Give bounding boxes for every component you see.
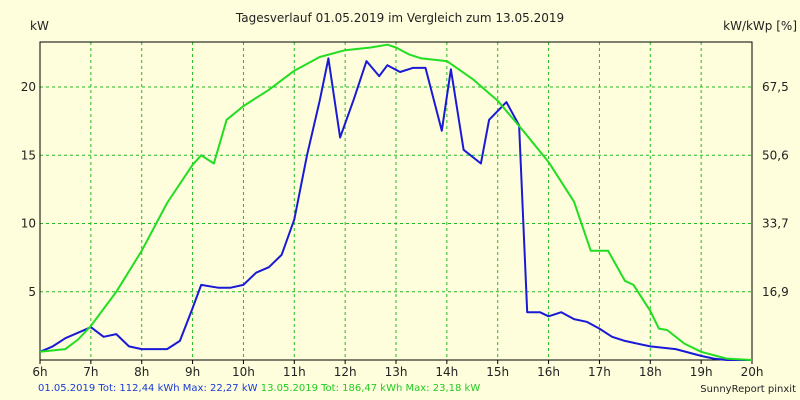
x-tick-label: 12h <box>334 365 357 379</box>
x-tick-label: 19h <box>690 365 713 379</box>
series-line-2 <box>39 43 753 361</box>
x-tick-label: 6h <box>32 365 47 379</box>
x-tick-label: 8h <box>134 365 149 379</box>
y-tick-label-left: 5 <box>28 285 36 299</box>
y-tick-label-left: 15 <box>21 148 36 162</box>
footer-summary: 01.05.2019 Tot: 112,44 kWh Max: 22,27 kW… <box>38 383 480 394</box>
y-tick-label-right: 50,6 <box>762 148 789 162</box>
series-lines <box>39 43 753 361</box>
x-tick-label: 13h <box>385 365 408 379</box>
series-line-1 <box>39 57 752 361</box>
series1-summary: 01.05.2019 Tot: 112,44 kWh Max: 22,27 kW <box>38 383 258 394</box>
credit-text: SunnyReport pinxit <box>700 384 796 395</box>
y-tick-label-right: 33,7 <box>762 217 789 231</box>
grid <box>40 42 752 360</box>
chart-title: Tagesverlauf 01.05.2019 im Vergleich zum… <box>235 11 564 25</box>
x-tick-label: 16h <box>537 365 560 379</box>
series2-summary: 13.05.2019 Tot: 186,47 kWh Max: 23,18 kW <box>260 383 481 394</box>
y-axis-left-label: kW <box>30 19 49 33</box>
x-tick-label: 18h <box>639 365 662 379</box>
x-tick-label: 17h <box>588 365 611 379</box>
y-tick-label-left: 10 <box>21 217 36 231</box>
x-tick-label: 11h <box>283 365 306 379</box>
x-tick-label: 14h <box>435 365 458 379</box>
x-tick-label: 15h <box>486 365 509 379</box>
x-tick-label: 10h <box>232 365 255 379</box>
y-tick-label-right: 67,5 <box>762 80 789 94</box>
x-tick-label: 20h <box>741 365 764 379</box>
x-tick-label: 9h <box>185 365 200 379</box>
x-tick-label: 7h <box>83 365 98 379</box>
y-axis-right-label: kW/kWp [%] <box>723 19 797 33</box>
y-tick-label-left: 20 <box>21 80 36 94</box>
axis-ticks: 6h 7h 8h 9h 10h 11h 12h 13h 14h 15h 16h 17h 18h 19h 20… <box>21 80 789 379</box>
y-tick-label-right: 16,9 <box>762 285 789 299</box>
